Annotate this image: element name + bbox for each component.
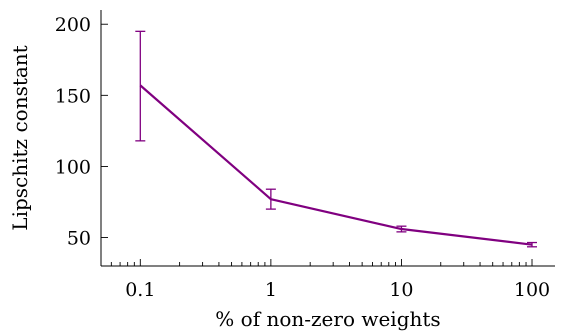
x-axis-title: % of non-zero weights bbox=[215, 307, 440, 331]
series-line bbox=[139, 84, 533, 246]
y-tick-label: 200 bbox=[55, 14, 91, 36]
series-layer bbox=[135, 30, 538, 248]
y-tick-label: 50 bbox=[67, 228, 91, 250]
x-ticks: 0.1 1 10 100 bbox=[100, 259, 550, 301]
axes bbox=[100, 10, 555, 267]
x-tick-label: 0.1 bbox=[125, 279, 155, 301]
x-tick-label: 1 bbox=[265, 279, 277, 301]
y-tick-label: 150 bbox=[55, 85, 91, 107]
x-tick-label: 100 bbox=[514, 279, 550, 301]
x-tick-label: 10 bbox=[389, 279, 413, 301]
y-tick-label: 100 bbox=[55, 156, 91, 178]
y-ticks: 50 100 150 200 bbox=[55, 14, 108, 250]
y-axis-title: Lipschitz constant bbox=[8, 45, 32, 230]
